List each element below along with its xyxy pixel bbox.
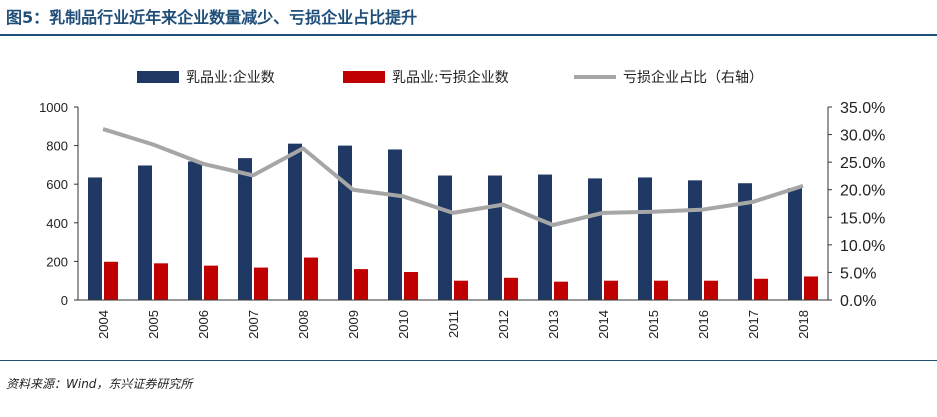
legend-label-enterprise: 乳品业:企业数 <box>186 69 275 86</box>
combo-chart: 乳品业:企业数 乳品业:亏损企业数 亏损企业占比（右轴） 0 200 400 600 800… <box>39 69 885 339</box>
bar-enterprise-count <box>138 165 152 300</box>
x-tick-label: 2005 <box>146 310 161 339</box>
bar-enterprise-count <box>438 175 452 300</box>
x-tick-label: 2017 <box>746 310 761 339</box>
bar-loss-count <box>404 272 418 300</box>
source-note: 资料来源：Wind，东兴证券研究所 <box>6 377 193 391</box>
bar-loss-count <box>454 280 468 300</box>
bar-loss-count <box>604 280 618 300</box>
bar-loss-count <box>804 276 818 300</box>
x-tick-label: 2015 <box>646 310 661 339</box>
bar-enterprise-count <box>638 177 652 300</box>
bar-enterprise-count <box>288 143 302 300</box>
right-tick-label: 30.0% <box>840 128 885 145</box>
bar-loss-count <box>204 265 218 300</box>
bar-series <box>88 143 818 300</box>
x-tick-label: 2009 <box>346 310 361 339</box>
bar-enterprise-count <box>388 149 402 300</box>
right-tick-label: 0.0% <box>840 293 876 310</box>
bar-enterprise-count <box>538 174 552 300</box>
bar-enterprise-count <box>338 145 352 300</box>
bar-loss-count <box>304 257 318 300</box>
legend-swatch-loss <box>343 71 385 83</box>
x-tick-label: 2012 <box>496 310 511 339</box>
bar-loss-count <box>654 280 668 300</box>
left-tick-label: 0 <box>61 293 68 308</box>
x-tick-label: 2008 <box>296 310 311 339</box>
right-tick-label: 5.0% <box>840 265 876 282</box>
x-tick-label: 2016 <box>696 310 711 339</box>
bar-loss-count <box>354 269 368 300</box>
x-tick-label: 2014 <box>596 310 611 339</box>
legend-label-loss: 乳品业:亏损企业数 <box>392 69 509 86</box>
bar-loss-count <box>254 267 268 300</box>
bar-enterprise-count <box>738 183 752 300</box>
footer-divider <box>0 360 937 361</box>
left-tick-label: 200 <box>46 254 68 269</box>
bar-loss-count <box>154 263 168 300</box>
loss-ratio-line <box>102 127 804 228</box>
bar-loss-count <box>104 261 118 300</box>
right-tick-label: 15.0% <box>840 210 885 227</box>
bar-enterprise-count <box>88 177 102 300</box>
x-tick-label: 2006 <box>196 310 211 339</box>
bar-loss-count <box>754 278 768 300</box>
right-y-axis: 0.0% 5.0% 10.0% 15.0% 20.0% 25.0% 30.0% 35.0% <box>827 100 885 310</box>
right-tick-label: 25.0% <box>840 155 885 172</box>
bar-loss-count <box>704 280 718 300</box>
left-tick-label: 800 <box>46 139 68 154</box>
x-tick-label: 2011 <box>446 310 461 338</box>
bar-enterprise-count <box>688 180 702 300</box>
right-tick-label: 10.0% <box>840 238 885 255</box>
line-series <box>102 127 804 228</box>
left-tick-label: 400 <box>46 216 68 231</box>
bar-enterprise-count <box>588 178 602 300</box>
bar-enterprise-count <box>238 158 252 300</box>
left-tick-label: 600 <box>46 177 68 192</box>
bar-loss-count <box>504 277 518 300</box>
right-tick-label: 35.0% <box>840 100 885 117</box>
left-y-axis: 0 200 400 600 800 1000 <box>39 100 79 308</box>
left-tick-label: 1000 <box>39 100 68 115</box>
x-tick-label: 2007 <box>246 310 261 339</box>
title-divider <box>0 34 937 36</box>
x-axis: 2004 2005 2006 2007 2008 2009 2010 2011 2012 2013… <box>78 299 828 339</box>
x-tick-label: 2018 <box>796 310 811 339</box>
bar-enterprise-count <box>788 188 802 300</box>
legend-label-ratio: 亏损企业占比（右轴） <box>623 69 763 86</box>
right-tick-label: 20.0% <box>840 183 885 200</box>
bar-enterprise-count <box>488 175 502 300</box>
bar-enterprise-count <box>188 161 202 300</box>
page-title: 图5：乳制品行业近年来企业数量减少、亏损企业占比提升 <box>6 8 418 27</box>
legend: 乳品业:企业数 乳品业:亏损企业数 亏损企业占比（右轴） <box>137 69 763 86</box>
legend-swatch-enterprise <box>137 71 179 83</box>
x-tick-label: 2013 <box>546 310 561 339</box>
bar-loss-count <box>554 281 568 300</box>
x-tick-label: 2004 <box>96 310 111 339</box>
x-tick-label: 2010 <box>396 310 411 339</box>
